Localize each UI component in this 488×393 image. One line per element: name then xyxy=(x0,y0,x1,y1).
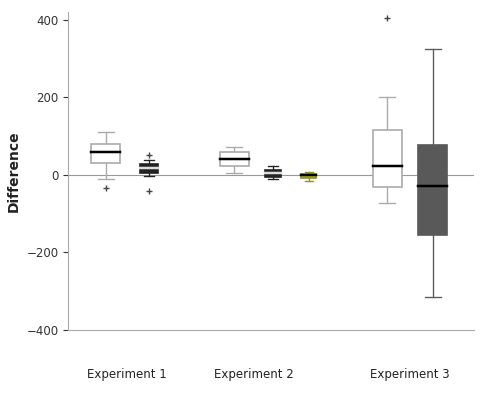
Y-axis label: Difference: Difference xyxy=(7,130,21,212)
Bar xyxy=(91,144,120,163)
Bar xyxy=(219,152,248,166)
Text: Experiment 1: Experiment 1 xyxy=(87,368,167,381)
Text: Experiment 3: Experiment 3 xyxy=(369,368,449,381)
Bar xyxy=(301,174,315,178)
Bar xyxy=(418,145,447,235)
Bar xyxy=(372,130,401,187)
Text: Experiment 2: Experiment 2 xyxy=(213,368,293,381)
Bar xyxy=(264,170,281,177)
Bar xyxy=(140,164,158,173)
